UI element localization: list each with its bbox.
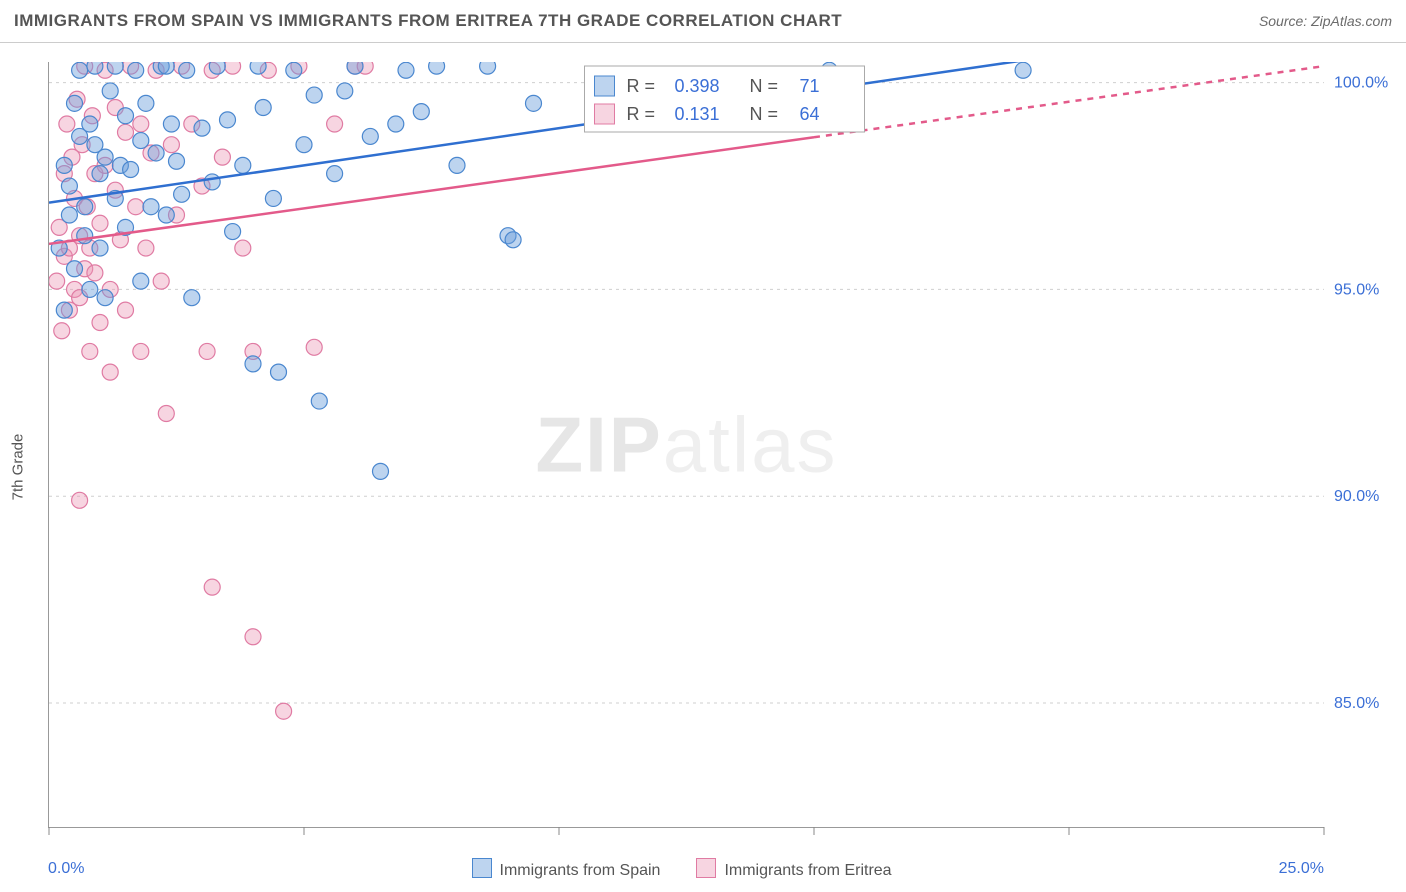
legend-item-spain: Immigrants from Spain xyxy=(472,858,661,880)
bottom-legend: 0.0% Immigrants from Spain Immigrants fr… xyxy=(48,854,1324,884)
svg-text:95.0%: 95.0% xyxy=(1334,281,1379,298)
svg-text:64: 64 xyxy=(800,104,820,124)
legend-item-eritrea: Immigrants from Eritrea xyxy=(696,858,891,880)
x-axis-max-label: 25.0% xyxy=(1279,860,1324,878)
svg-text:90.0%: 90.0% xyxy=(1334,488,1379,505)
watermark: ZIPatlas xyxy=(535,399,837,490)
svg-text:R =: R = xyxy=(627,76,656,96)
legend-label-spain: Immigrants from Spain xyxy=(500,862,661,879)
svg-text:N =: N = xyxy=(750,76,779,96)
chart-title: IMMIGRANTS FROM SPAIN VS IMMIGRANTS FROM… xyxy=(14,11,842,31)
x-axis-min-label: 0.0% xyxy=(48,860,84,878)
svg-text:0.398: 0.398 xyxy=(675,76,720,96)
chart-area: 7th Grade ZIPatlas 85.0% 90.0% 95.0% 100.0%… xyxy=(0,42,1406,892)
source-prefix: Source: xyxy=(1259,13,1311,29)
svg-text:N =: N = xyxy=(750,104,779,124)
source-label: Source: ZipAtlas.com xyxy=(1259,13,1392,29)
svg-text:100.0%: 100.0% xyxy=(1334,75,1388,92)
svg-text:R =: R = xyxy=(627,104,656,124)
legend-label-eritrea: Immigrants from Eritrea xyxy=(724,862,891,879)
title-bar: IMMIGRANTS FROM SPAIN VS IMMIGRANTS FROM… xyxy=(0,0,1406,43)
watermark-zip: ZIP xyxy=(535,400,662,488)
svg-text:0.131: 0.131 xyxy=(675,104,720,124)
y-axis-label: 7th Grade xyxy=(10,434,27,501)
svg-text:85.0%: 85.0% xyxy=(1334,695,1379,712)
plot-area: ZIPatlas 85.0%90.0%95.0%100.0%R =0.398N … xyxy=(48,62,1324,828)
watermark-atlas: atlas xyxy=(663,400,838,488)
source-name: ZipAtlas.com xyxy=(1311,13,1392,29)
series-legend: Immigrants from Spain Immigrants from Er… xyxy=(472,858,892,880)
legend-swatch-eritrea xyxy=(696,858,716,878)
svg-text:71: 71 xyxy=(800,76,820,96)
legend-swatch-spain xyxy=(472,858,492,878)
